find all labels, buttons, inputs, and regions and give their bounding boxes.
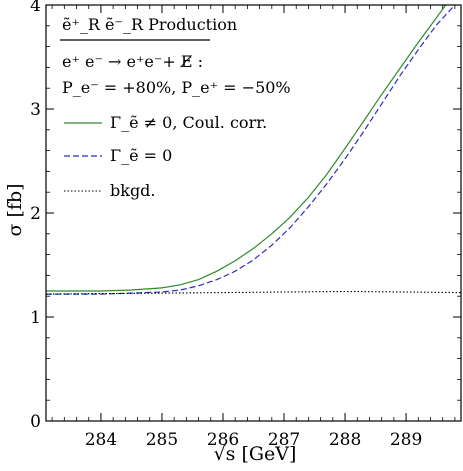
x-tick-label: 285	[146, 430, 178, 450]
y-tick-label: 1	[30, 308, 41, 328]
series-line-0	[46, 5, 447, 292]
text-layer: ẽ⁺_R ẽ⁻_R Production e⁺ e⁻ → e⁺e⁻+ E̸ : …	[4, 15, 296, 465]
y-tick-label: 3	[30, 100, 41, 120]
x-tick-label: 289	[390, 430, 422, 450]
series-line-2	[46, 290, 461, 295]
chart-title: ẽ⁺_R ẽ⁻_R Production	[62, 15, 237, 34]
polarization-annotation: P_e⁻ = +80%, P_e⁺ = −50%	[62, 78, 291, 97]
process-annotation: e⁺ e⁻ → e⁺e⁻+ E̸ :	[62, 52, 203, 71]
x-tick-label: 288	[329, 430, 361, 450]
tick-layer: 284 285 286 287 288 289 0 1 2 3 4	[30, 0, 461, 450]
y-tick-label: 4	[30, 0, 41, 16]
legend-label-0: Γ_ẽ ≠ 0, Coul. corr.	[110, 113, 267, 132]
x-axis-title: √s [GeV]	[214, 443, 297, 465]
x-tick-label: 286	[207, 430, 239, 450]
x-tick-label: 284	[85, 430, 117, 450]
y-axis-title: σ [fb]	[4, 183, 26, 236]
series-line-1	[46, 5, 456, 295]
legend-label-1: Γ_ẽ = 0	[110, 146, 172, 165]
series-layer	[46, 5, 461, 295]
y-tick-label: 2	[30, 204, 41, 224]
y-tick-label: 0	[30, 412, 41, 432]
legend: Γ_ẽ ≠ 0, Coul. corr. Γ_ẽ = 0 bkgd.	[64, 113, 267, 200]
x-tick-label: 287	[268, 430, 300, 450]
legend-label-2: bkgd.	[110, 181, 156, 200]
